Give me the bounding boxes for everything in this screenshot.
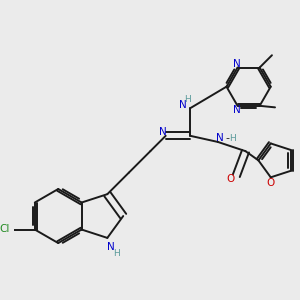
Text: N: N bbox=[179, 100, 186, 110]
Text: H: H bbox=[229, 134, 236, 143]
Text: N: N bbox=[233, 59, 241, 69]
Text: O: O bbox=[227, 174, 235, 184]
Text: -: - bbox=[225, 133, 229, 143]
Text: H: H bbox=[184, 95, 191, 104]
Text: N: N bbox=[233, 104, 241, 115]
Text: H: H bbox=[113, 249, 120, 258]
Text: N: N bbox=[106, 242, 114, 252]
Text: O: O bbox=[267, 178, 275, 188]
Text: N: N bbox=[159, 127, 167, 137]
Text: N: N bbox=[217, 133, 224, 143]
Text: Cl: Cl bbox=[0, 224, 9, 234]
